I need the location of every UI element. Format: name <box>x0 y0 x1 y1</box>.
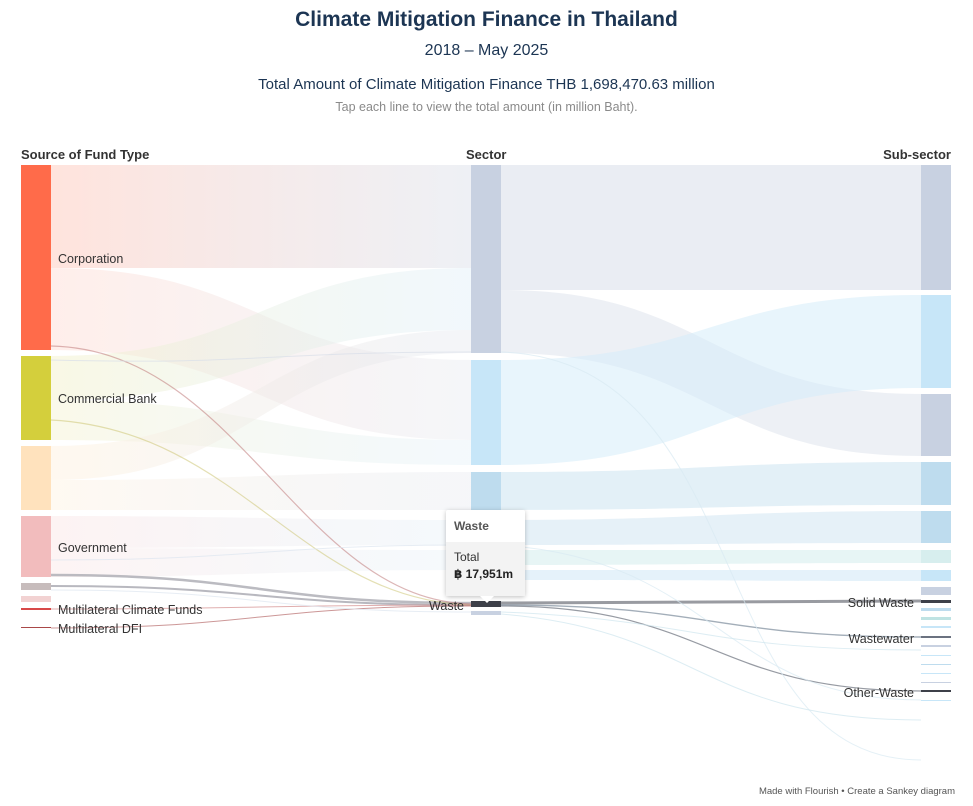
node-9[interactable] <box>921 570 951 581</box>
link-8[interactable] <box>500 613 922 721</box>
column-header-source: Source of Fund Type <box>21 147 150 162</box>
link-sector-b-sub-2[interactable] <box>501 295 921 465</box>
label-other-waste: Other-Waste <box>844 686 914 700</box>
label-commercial-bank: Commercial Bank <box>58 392 157 406</box>
node-2[interactable] <box>471 611 501 615</box>
node-5[interactable] <box>921 394 951 456</box>
link-unlabeled-sector-a[interactable] <box>51 330 471 480</box>
links-source-to-sector[interactable] <box>50 165 472 629</box>
node-climate-funds[interactable] <box>21 608 51 610</box>
tooltip-label: Total <box>454 550 480 564</box>
node-10[interactable] <box>921 587 951 595</box>
link-bank-waste[interactable] <box>50 419 472 606</box>
node-15[interactable] <box>921 655 951 656</box>
link-0[interactable] <box>50 351 472 362</box>
flourish-credit[interactable]: Made with Flourish • Create a Sankey dia… <box>758 786 955 797</box>
node-19[interactable] <box>921 700 951 701</box>
node-unlabeled-source[interactable] <box>21 446 51 510</box>
total-amount: Total Amount of Climate Mitigation Finan… <box>258 76 715 93</box>
link-climate-funds-waste[interactable] <box>50 604 472 610</box>
links-sector-to-subsector[interactable] <box>500 165 922 761</box>
tooltip-title: Waste <box>454 519 489 533</box>
link-5[interactable] <box>500 351 922 761</box>
link-government-other[interactable] <box>51 548 471 577</box>
node-other-waste[interactable] <box>921 690 951 692</box>
tooltip-arrow <box>480 596 494 603</box>
label-government: Government <box>58 541 127 555</box>
node-labels: Corporation Commercial Bank Government M… <box>58 252 914 700</box>
node-small-source[interactable] <box>21 583 51 590</box>
link-3[interactable] <box>501 550 921 565</box>
label-solid-waste: Solid Waste <box>848 596 914 610</box>
node-dfi[interactable] <box>21 627 51 628</box>
link-waste-solid-waste[interactable] <box>500 599 922 605</box>
column-header-subsector: Sub-sector <box>883 147 951 162</box>
node-commercial-bank[interactable] <box>21 356 51 440</box>
node-small-source-2[interactable] <box>21 596 51 602</box>
node-16[interactable] <box>921 664 951 665</box>
source-nodes[interactable] <box>21 165 51 628</box>
link-sector-c-sub-4[interactable] <box>501 462 921 510</box>
node-12[interactable] <box>921 617 951 620</box>
link-1[interactable] <box>50 544 472 561</box>
node-waste[interactable] <box>471 601 501 607</box>
link-bank-sector-a[interactable] <box>51 268 471 400</box>
node-11[interactable] <box>921 608 951 611</box>
link-6[interactable] <box>500 544 922 701</box>
column-header-sector: Sector <box>466 147 507 162</box>
link-waste-wastewater[interactable] <box>500 604 922 638</box>
link-dfi-waste[interactable] <box>50 605 472 629</box>
tooltip-value: ฿ 17,951m <box>454 567 514 581</box>
link-small-source-waste[interactable] <box>50 585 472 606</box>
link-government-sector-c[interactable] <box>51 516 471 548</box>
link-7[interactable] <box>500 611 922 651</box>
node-6[interactable] <box>921 462 951 505</box>
instruction-hint: Tap each line to view the total amount (… <box>335 100 638 114</box>
node-corporation[interactable] <box>21 165 51 350</box>
label-climate-funds: Multilateral Climate Funds <box>58 603 203 617</box>
node-8[interactable] <box>921 550 951 563</box>
link-unlabeled-sector-c[interactable] <box>51 472 471 510</box>
node-3[interactable] <box>921 165 951 290</box>
node-14[interactable] <box>921 645 951 647</box>
link-4[interactable] <box>501 570 921 581</box>
node-18[interactable] <box>921 682 951 683</box>
node-13[interactable] <box>921 626 951 628</box>
link-government-waste[interactable] <box>50 573 472 605</box>
link-corporation-sector-a[interactable] <box>51 165 471 268</box>
node-sector-b[interactable] <box>471 360 501 465</box>
node-7[interactable] <box>921 511 951 543</box>
label-waste: Waste <box>429 599 464 613</box>
label-dfi: Multilateral DFI <box>58 622 142 636</box>
link-2[interactable] <box>50 589 472 613</box>
tooltip-body: Total ฿ 17,951m <box>446 542 525 596</box>
link-sector-a-sub-1[interactable] <box>501 165 921 290</box>
node-solid-waste[interactable] <box>921 600 951 603</box>
node-tooltip: Waste Total ฿ 17,951m <box>446 510 525 603</box>
chart-title: Climate Mitigation Finance in Thailand <box>295 8 678 31</box>
node-wastewater[interactable] <box>921 636 951 638</box>
node-17[interactable] <box>921 673 951 674</box>
node-sector-a[interactable] <box>471 165 501 353</box>
node-4[interactable] <box>921 295 951 388</box>
link-bank-sector-b[interactable] <box>51 400 471 465</box>
subsector-nodes[interactable] <box>921 165 951 701</box>
label-corporation: Corporation <box>58 252 123 266</box>
chart-subtitle: 2018 – May 2025 <box>424 42 549 59</box>
node-government[interactable] <box>21 516 51 577</box>
link-waste-other-waste[interactable] <box>500 605 922 692</box>
label-wastewater: Wastewater <box>848 632 914 646</box>
